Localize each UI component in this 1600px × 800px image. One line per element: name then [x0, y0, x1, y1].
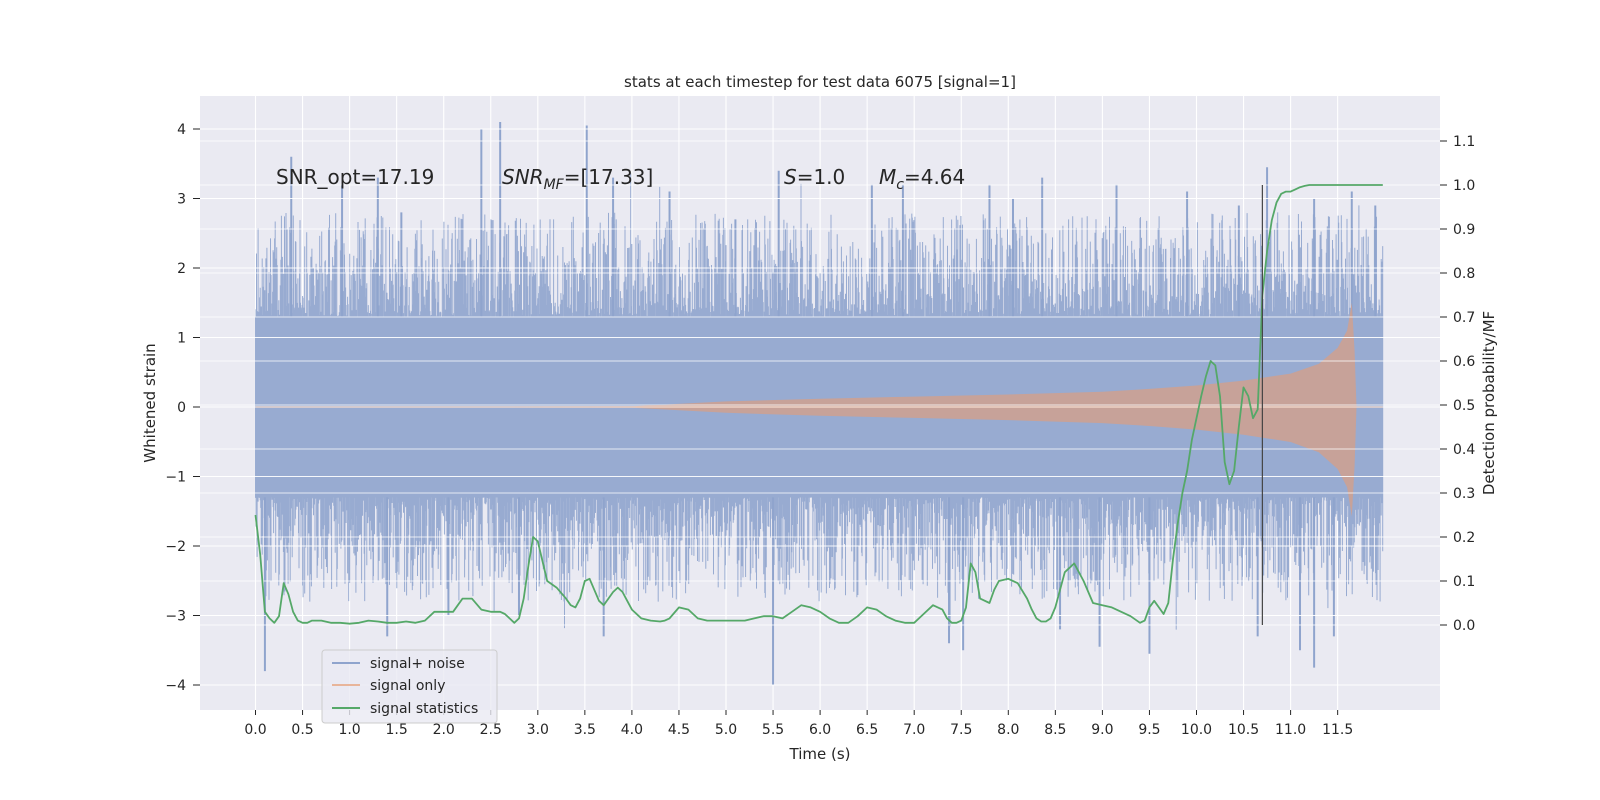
y2-tick-label: 0.0 — [1453, 618, 1475, 634]
x-tick-label: 8.5 — [1044, 722, 1066, 738]
x-tick-label: 4.5 — [668, 722, 690, 738]
x-tick-label: 7.0 — [903, 722, 925, 738]
y2-tick-label: 0.4 — [1453, 442, 1475, 458]
legend-label-noise: signal+ noise — [370, 656, 465, 672]
y-tick-label: −3 — [165, 609, 186, 625]
y2-tick-label: 0.7 — [1453, 310, 1475, 326]
y-tick-label: −4 — [165, 678, 186, 694]
x-tick-label: 0.0 — [244, 722, 266, 738]
x-tick-label: 4.0 — [621, 722, 643, 738]
x-tick-label: 1.5 — [386, 722, 408, 738]
x-tick-label: 6.5 — [856, 722, 878, 738]
x-tick-label: 11.5 — [1322, 722, 1353, 738]
x-tick-label: 10.5 — [1228, 722, 1259, 738]
y-tick-label: −1 — [165, 470, 186, 486]
annotation-s: S=1.0 — [784, 165, 845, 189]
annotation-snr-opt: SNR_opt=17.19 — [276, 165, 434, 189]
legend-label-stats: signal statistics — [370, 701, 478, 717]
y2-tick-label: 1.1 — [1453, 134, 1475, 150]
y-tick-label: 0 — [177, 400, 186, 416]
y-tick-label: 1 — [177, 331, 186, 347]
y-tick-label: 2 — [177, 261, 186, 277]
x-tick-label: 5.0 — [715, 722, 737, 738]
y2-axis-label: Detection probability/MF — [1480, 311, 1498, 495]
y2-tick-label: 0.3 — [1453, 486, 1475, 502]
grid-overlay — [200, 128, 1440, 686]
x-tick-label: 9.0 — [1091, 722, 1113, 738]
x-tick-label: 7.5 — [950, 722, 972, 738]
chart-title: stats at each timestep for test data 607… — [624, 73, 1016, 91]
x-tick-label: 2.5 — [480, 722, 502, 738]
y2-tick-label: 0.5 — [1453, 398, 1475, 414]
x-tick-label: 10.0 — [1181, 722, 1212, 738]
x-tick-label: 0.5 — [291, 722, 313, 738]
stats-layer — [254, 184, 1383, 625]
signal-only-envelope — [255, 302, 1357, 517]
signal-statistics-line — [254, 184, 1383, 625]
y-tick-label: −2 — [165, 539, 186, 555]
y-tick-label: 3 — [177, 192, 186, 208]
y-axis-label: Whitened strain — [141, 343, 159, 462]
legend: signal+ noise signal only signal statist… — [321, 649, 498, 724]
y2-tick-label: 0.9 — [1453, 222, 1475, 238]
x-tick-label: 2.0 — [433, 722, 455, 738]
annotation-mc: Mc=4.64 — [879, 165, 965, 193]
ticks-layer: 0.0 0.5 1.0 1.5 2.0 2.5 3.0 3.5 4.0 4.5 5.0 5.5 6.0 6… — [165, 122, 1475, 738]
x-tick-label: 3.0 — [527, 722, 549, 738]
annotation-snr-mf: SNRMF=[17.33] — [502, 165, 653, 193]
x-axis-label: Time (s) — [789, 745, 851, 763]
x-tick-label: 1.0 — [338, 722, 360, 738]
y2-tick-label: 0.6 — [1453, 354, 1475, 370]
legend-box — [321, 649, 498, 724]
y2-tick-label: 0.1 — [1453, 574, 1475, 590]
x-tick-label: 6.0 — [809, 722, 831, 738]
x-tick-label: 9.5 — [1138, 722, 1160, 738]
x-tick-label: 3.5 — [574, 722, 596, 738]
x-tick-label: 8.0 — [997, 722, 1019, 738]
x-tick-label: 11.0 — [1275, 722, 1306, 738]
y-tick-label: 4 — [177, 122, 186, 138]
y2-tick-label: 0.8 — [1453, 266, 1475, 282]
y2-tick-label: 1.0 — [1453, 178, 1475, 194]
y2-tick-label: 0.2 — [1453, 530, 1475, 546]
x-tick-label: 5.5 — [762, 722, 784, 738]
legend-label-signal: signal only — [370, 678, 445, 694]
